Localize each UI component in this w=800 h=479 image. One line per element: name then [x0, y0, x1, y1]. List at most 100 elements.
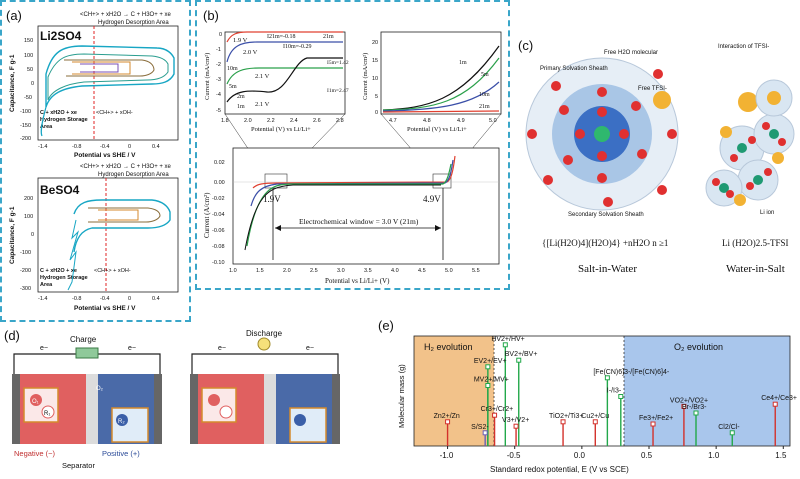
panel-e-o2: O₂ evolution	[674, 342, 723, 352]
panel-a-bottom-ylabel: Capacitance, F g-1	[9, 206, 16, 264]
panel-e-ylabel: Molecular mass (g)	[397, 364, 406, 428]
panel-a-bottom-chart: BeSO4 <CH+> + xH2O → C + H3O+ + xe Hydro…	[9, 164, 179, 312]
panel-e-o2-region	[624, 336, 790, 446]
panel-c-title-left: Salt-in-Water	[578, 263, 637, 275]
panel-b-il-ytick-4: -4	[216, 92, 221, 98]
panel-b-ir-xtick-2: 4.9	[457, 118, 465, 124]
panel-e-point-14	[560, 419, 566, 425]
panel-e-point-label-14: TiO2+/Ti3+	[549, 413, 584, 420]
panel-e-point-0	[502, 342, 508, 348]
panel-e-h2: H₂ evolution	[424, 342, 473, 352]
panel-e-xtick-5: 1.5	[775, 451, 787, 460]
panel-b-inset-right: Current (mA/cm²) 20 15 10 5 0 4.7 4.8 4.…	[362, 31, 502, 133]
panel-c-free-water: Free H2O molecular	[604, 50, 658, 56]
panel-e-point-label-6: VO2+/VO2+	[670, 397, 708, 404]
panel-a-bottom-xtick-4: 0.4	[152, 296, 160, 302]
panel-d-discharge-cell: Discharge e− e−	[190, 329, 340, 444]
panel-e-point-12	[482, 430, 488, 436]
panel-b-il-ytick-2: -2	[216, 62, 221, 68]
panel-b-il-ylabel: Current (mA/cm²)	[204, 53, 211, 100]
panel-b-main-xtick-6: 4.0	[391, 268, 399, 274]
panel-b-inset-left: Current (mA/cm²) 0 -1 -2 -3 -4 -5 1.8 2.…	[204, 31, 349, 133]
panel-a-bottom-ytick-3: -100	[20, 250, 31, 256]
panel-b-ir-xtick-1: 4.8	[423, 118, 431, 124]
panel-b-main-xtick-8: 5.0	[445, 268, 453, 274]
panel-b-il-xtick-3: 2.4	[290, 118, 298, 124]
panel-b-ir-ytick-4: 0	[375, 110, 378, 116]
panel-a-top-xtick-1: -0.8	[72, 144, 81, 150]
panel-a-top-xlabel: Potential vs SHE / V	[74, 152, 136, 159]
panel-a-top-eq1: <CH+> + xH2O → C + H3O+ + xe	[80, 12, 172, 18]
panel-a-top-ytick-6: -150	[20, 123, 31, 129]
panel-b-ir-ytick-0: 20	[372, 40, 378, 46]
panel-e-point-label-8: Ce4+/Ce3+	[761, 395, 797, 402]
panel-a-plots: Li2SO4 <CH+> + xH2O → C + H3O+ + xe Hydr…	[9, 12, 179, 312]
panel-b-ir-ann-0: 1m	[459, 60, 467, 66]
panel-a: (a) Li2SO4 <CH+> + xH2O → C + H3O+ + xe …	[0, 0, 191, 322]
panel-b-label: (b)	[203, 8, 219, 23]
panel-d-negative: Negative (−)	[14, 449, 56, 458]
panel-e-point-8	[772, 401, 778, 407]
panel-a-top-ylabel: Capacitance, F g-1	[9, 54, 16, 112]
panel-e-point-label-11: Zn2+/Zn	[434, 413, 460, 420]
panel-a-top-ytick-4: -50	[24, 95, 32, 101]
panel-a-top-eq6: Area	[40, 124, 53, 130]
panel-a-bottom-ytick-0: 200	[24, 196, 33, 202]
panel-e-point-label-16: Fe3+/Fe2+	[639, 415, 673, 422]
panel-b-main-xlabel: Potential vs Li/Li+ (V)	[325, 277, 390, 285]
panel-e-xlabel: Standard redox potential, E (V vs SCE)	[490, 465, 629, 474]
panel-d-e1: e−	[40, 345, 48, 352]
panel-e: (e) H₂ evolution O₂ evolution Molecular …	[374, 316, 800, 479]
panel-d-positive: Positive (+)	[102, 449, 140, 458]
panel-e-point-label-1: BV2+/BV+	[505, 351, 538, 358]
panel-b-il-ann-2: 21m	[323, 34, 334, 40]
panel-e-point-label-7: Br-/Br3-	[682, 404, 707, 411]
panel-e-point-label-3: MV2+/MV+	[474, 377, 509, 384]
panel-b-ir-ytick-3: 5	[375, 94, 378, 100]
panel-a-bottom-xtick-1: -0.8	[72, 296, 81, 302]
panel-d-diagram: Charge e− e− O₁ R₁ R₂ O₂ Negative (−) Po…	[12, 329, 340, 470]
panel-a-top-xtick-4: 0.4	[152, 144, 160, 150]
panel-c-free-tfsi: Free TFSI-	[638, 86, 667, 92]
panel-a-bottom-electrolyte: BeSO4	[40, 183, 80, 197]
panel-d-e4: e−	[306, 345, 314, 352]
panel-b-il-ann-9: I1m=2.47	[327, 88, 349, 94]
panel-b-main-xtick-2: 2.0	[283, 268, 291, 274]
panel-e-point-2	[485, 364, 491, 370]
panel-a-top-ytick-2: 50	[27, 67, 33, 73]
panel-b-il-ann-4: I10m=-0.29	[283, 44, 312, 50]
panel-e-point-6	[681, 403, 687, 409]
panel-b-il-ann-6: 2.1 V	[255, 73, 270, 80]
panel-e-point-label-2: EV2+/EV+	[474, 358, 507, 365]
panel-b-main-xtick-7: 4.5	[418, 268, 426, 274]
panel-b-main-ytick-3: -0.04	[212, 212, 225, 218]
panel-b-ir-xtick-3: 5.0	[489, 118, 497, 124]
panel-d-ox2: O₂	[96, 386, 104, 392]
panel-e-point-label-0: HV2+/HV+	[491, 336, 524, 343]
panel-d-separator: Separator	[62, 461, 95, 470]
panel-b-main-mark-high: 4.9V	[423, 194, 441, 204]
panel-e-point-3	[485, 383, 491, 388]
panel-b-il-xtick-1: 2.0	[244, 118, 252, 124]
panel-e-point-15	[592, 419, 598, 425]
panel-b-il-ann-3: 2.0 V	[243, 49, 258, 56]
panel-a-bottom-eq4: <CH+> + xOH-	[94, 268, 131, 274]
panel-d-red2: R₂	[118, 419, 125, 425]
panel-b-il-ann-7: I5m=1.42	[327, 60, 349, 66]
panel-c-diagram: Free H2O molecular Primary Solvation She…	[525, 44, 795, 275]
panel-e-point-13	[513, 423, 519, 429]
panel-e-marks: HV2+/HV+ BV2+/BV+EV2+/EV+ MV2+/MV+ [Fe(CN)6…	[434, 336, 797, 446]
panel-c-title-right: Water-in-Salt	[726, 263, 785, 275]
panel-b-main-ytick-4: -0.06	[212, 228, 225, 234]
panel-a-bottom-eq6: Area	[40, 282, 53, 288]
panel-e-xtick-0: -1.0	[440, 451, 454, 460]
panel-b-il-ann-1: I21m=-0.18	[267, 34, 296, 40]
panel-a-top-ytick-1: 100	[24, 53, 33, 59]
panel-e-xtick-2: 0.0	[574, 451, 586, 460]
panel-b-il-ann-5: 10m	[227, 66, 238, 72]
panel-b-main-xtick-4: 3.0	[337, 268, 345, 274]
panel-d-e2: e−	[128, 345, 136, 352]
panel-b-main-ytick-6: -0.10	[212, 260, 225, 266]
panel-b-ir-ann-2: 10m	[479, 92, 490, 98]
panel-e-h2-region	[414, 336, 494, 446]
